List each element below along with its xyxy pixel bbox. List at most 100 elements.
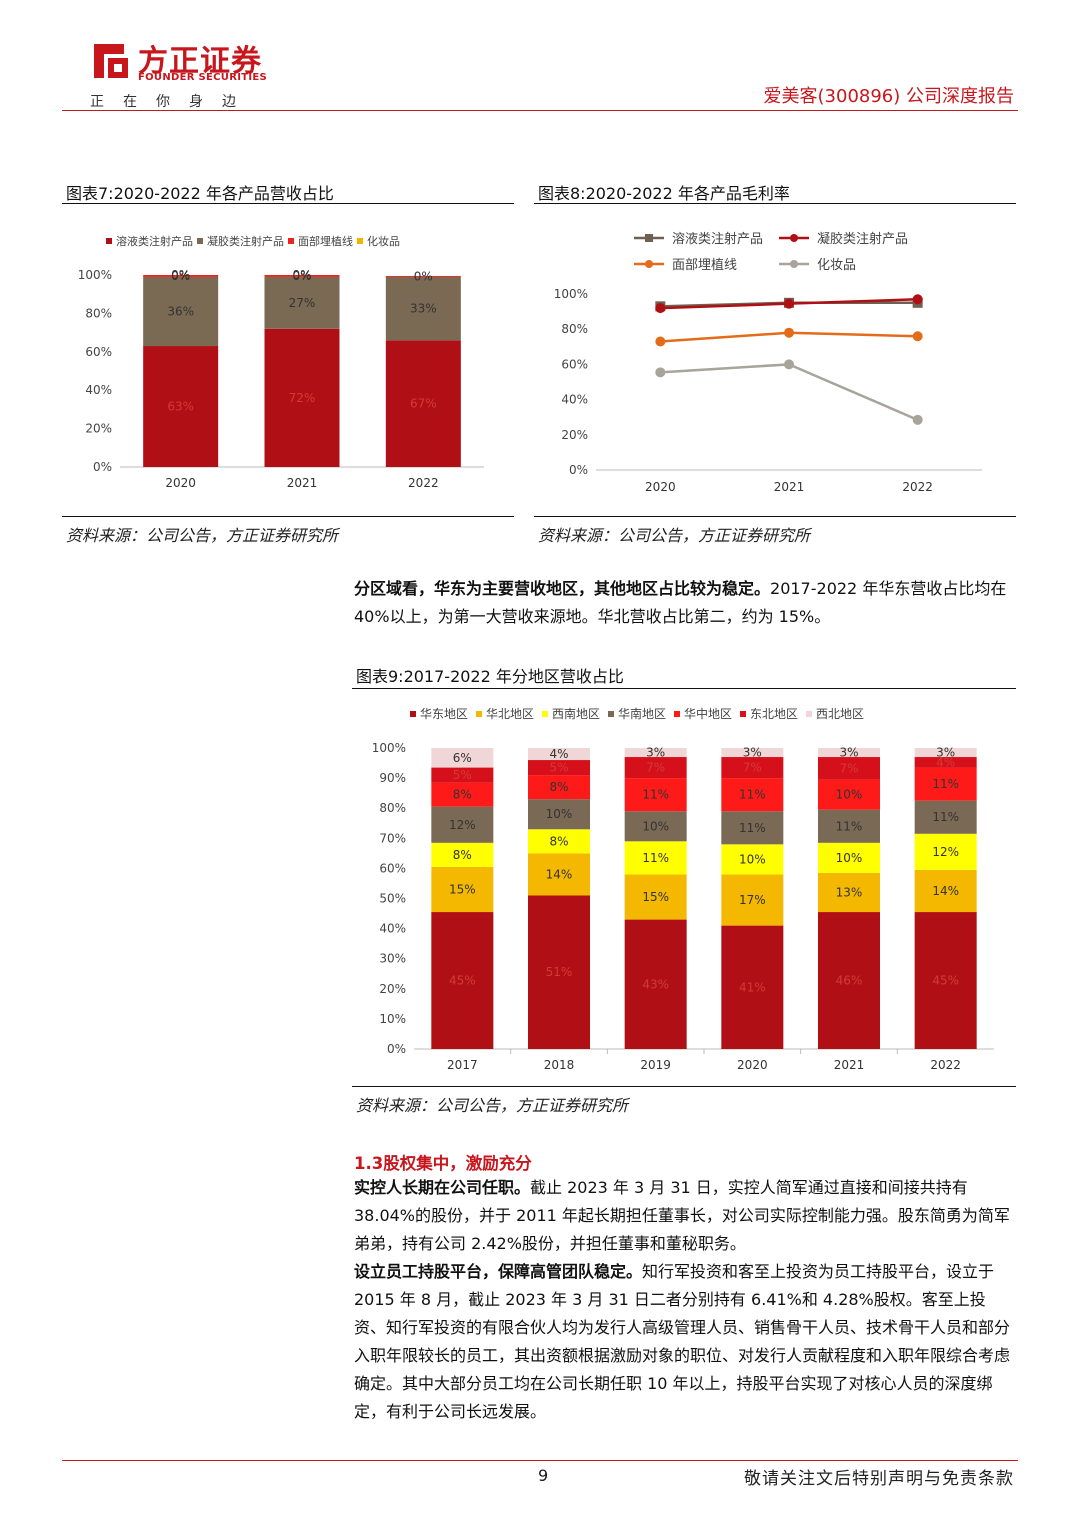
section-heading: 1.3股权集中，激励充分	[354, 1154, 532, 1173]
data-label: 10%	[739, 852, 766, 866]
bar-segment	[721, 844, 784, 875]
fig7-chart: 溶液类注射产品 凝胶类注射产品 面部埋植线 化妆品 0% 20% 40% 60% 80% 100%…	[78, 234, 484, 490]
x-tick-label: 2022	[930, 1058, 961, 1072]
bar-segment	[431, 842, 494, 867]
section-paragraph-2: 设立员工持股平台，保障高管团队稳定。知行军投资和客至上投资为员工持股平台，设立于…	[354, 1258, 1014, 1426]
data-label: 14%	[546, 867, 573, 881]
fig9-top-rule	[352, 688, 1016, 689]
y-tick-label: 40%	[561, 393, 588, 407]
bar-segment	[624, 919, 687, 1049]
data-label: 0%	[292, 268, 311, 282]
bar-segment	[721, 748, 784, 758]
data-point	[912, 414, 923, 425]
y-tick-label: 60%	[85, 345, 112, 359]
data-label: 17%	[739, 893, 766, 907]
data-label: 14%	[932, 884, 959, 898]
bar-segment	[264, 328, 340, 467]
fig9-bottom-rule	[352, 1086, 1016, 1087]
bar-segment	[431, 806, 494, 843]
y-tick-label: 100%	[78, 268, 112, 282]
bar-segment	[818, 912, 880, 1049]
legend-label: 凝胶类注射产品	[207, 234, 284, 248]
data-label: 10%	[836, 851, 863, 865]
data-label: 0%	[171, 269, 190, 283]
data-label: 15%	[449, 882, 476, 896]
y-tick-label: 80%	[561, 322, 588, 336]
legend-marker	[790, 260, 798, 268]
data-label: 3%	[646, 746, 665, 760]
bar-segment	[143, 275, 219, 277]
data-label: 11%	[642, 788, 669, 802]
legend-marker	[645, 260, 653, 268]
data-label: 11%	[932, 777, 959, 791]
legend-label: 溶液类注射产品	[672, 231, 763, 247]
data-label: 5%	[453, 768, 472, 782]
bar-segment	[914, 757, 977, 768]
legend-swatch	[357, 238, 363, 244]
y-tick-label: 100%	[554, 287, 588, 301]
series-line	[660, 363, 919, 421]
bar-segment	[624, 874, 687, 920]
bar-segment	[721, 925, 784, 1049]
fig7-caption: 图表7:2020-2022 年各产品营收占比	[66, 184, 334, 203]
legend-label: 西北地区	[816, 707, 864, 721]
bar-segment	[914, 767, 977, 801]
data-label: 11%	[836, 819, 863, 833]
bar-segment	[624, 778, 687, 812]
data-label: 10%	[642, 819, 669, 833]
bar-segment	[528, 895, 590, 1049]
data-label: 3%	[839, 746, 858, 760]
data-label: 5%	[549, 761, 568, 775]
legend-swatch	[410, 711, 416, 717]
legend-swatch	[608, 711, 614, 717]
legend-marker	[645, 234, 653, 242]
data-label: 4%	[549, 747, 568, 761]
y-tick-label: 80%	[379, 801, 406, 815]
region-paragraph: 分区域看，华东为主要营收地区，其他地区占比较为稳定。2017-2022 年华东营…	[354, 575, 1014, 631]
fig8-bottom-rule	[534, 516, 1016, 517]
legend-swatch	[476, 711, 482, 717]
bar-segment	[431, 767, 494, 783]
data-label: 11%	[739, 788, 766, 802]
data-label: 11%	[739, 821, 766, 835]
legend-label: 东北地区	[750, 707, 798, 721]
data-point	[655, 336, 666, 347]
bar-segment	[528, 760, 590, 776]
legend-label: 西南地区	[552, 706, 600, 721]
legend-label: 面部埋植线	[672, 258, 737, 273]
legend-swatch	[806, 711, 812, 717]
y-tick-label: 20%	[85, 422, 112, 436]
legend-label: 华东地区	[420, 707, 468, 721]
y-tick-label: 100%	[372, 741, 406, 755]
legend-swatch	[740, 711, 746, 717]
y-tick-label: 50%	[379, 892, 406, 906]
data-label: 46%	[836, 974, 863, 988]
logo-english: FOUNDER SECURITIES	[138, 72, 268, 83]
data-label: 36%	[167, 304, 194, 318]
y-tick-label: 60%	[561, 357, 588, 371]
bar-segment	[264, 275, 340, 277]
y-tick-label: 20%	[561, 428, 588, 442]
x-tick-label: 2017	[447, 1058, 478, 1072]
logo-chinese: 方正证券	[138, 44, 262, 79]
fig8-top-rule	[534, 203, 1016, 204]
bar-segment	[385, 275, 461, 277]
x-tick-label: 2020	[645, 480, 676, 494]
bar-segment	[528, 829, 590, 854]
data-point	[784, 359, 794, 370]
data-label: 15%	[642, 890, 669, 904]
x-tick-label: 2021	[774, 480, 805, 494]
fig9-chart: 华东地区 华北地区 西南地区 华南地区 华中地区 东北地区 西北地区 0% 10% 20% 30% 4…	[372, 706, 994, 1072]
bar-segment	[721, 874, 784, 926]
bar-segment	[431, 866, 494, 913]
y-tick-label: 20%	[379, 982, 406, 996]
bar-segment	[914, 912, 977, 1049]
legend-label: 华南地区	[618, 706, 666, 721]
x-tick-label: 2020	[737, 1058, 768, 1072]
y-tick-label: 30%	[379, 952, 406, 966]
data-label: 13%	[836, 885, 863, 899]
legend-label: 化妆品	[817, 258, 856, 273]
legend-swatch	[674, 711, 680, 717]
y-tick-label: 0%	[569, 463, 588, 477]
